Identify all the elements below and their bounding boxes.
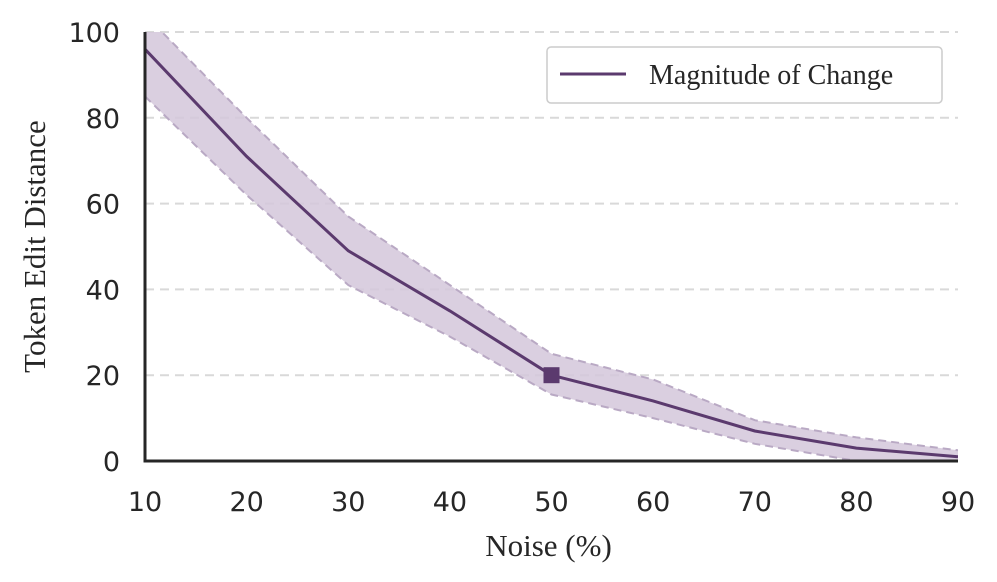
legend-label: Magnitude of Change [649, 60, 893, 91]
x-tick-label: 50 [534, 487, 568, 518]
y-tick-label: 40 [86, 275, 120, 306]
x-tick-label: 60 [636, 487, 670, 518]
y-tick-label: 20 [86, 361, 120, 392]
x-tick-label: 40 [433, 487, 467, 518]
highlight-markers [543, 367, 560, 384]
y-tick-labels: 0 20 40 60 80 100 [68, 18, 120, 478]
band-lower-edge [145, 95, 958, 461]
highlight-marker [543, 367, 560, 384]
x-tick-label: 20 [229, 487, 263, 518]
x-tick-label: 80 [839, 487, 873, 518]
x-tick-labels: 10 20 30 40 50 60 70 80 90 [128, 487, 975, 518]
x-tick-label: 90 [941, 487, 975, 518]
x-tick-label: 70 [738, 487, 772, 518]
series-line-magnitude-of-change [145, 48, 958, 459]
legend-box [546, 46, 943, 104]
y-tick-label: 100 [68, 18, 120, 49]
y-tick-label: 80 [86, 104, 120, 135]
legend: Magnitude of Change [546, 46, 943, 104]
y-axis-title: Token Edit Distance [17, 120, 52, 373]
x-tick-label: 10 [128, 487, 162, 518]
x-tick-label: 30 [331, 487, 365, 518]
y-tick-label: 60 [86, 190, 120, 221]
y-tick-label: 0 [103, 447, 120, 478]
x-axis-title: Noise (%) [485, 528, 612, 563]
